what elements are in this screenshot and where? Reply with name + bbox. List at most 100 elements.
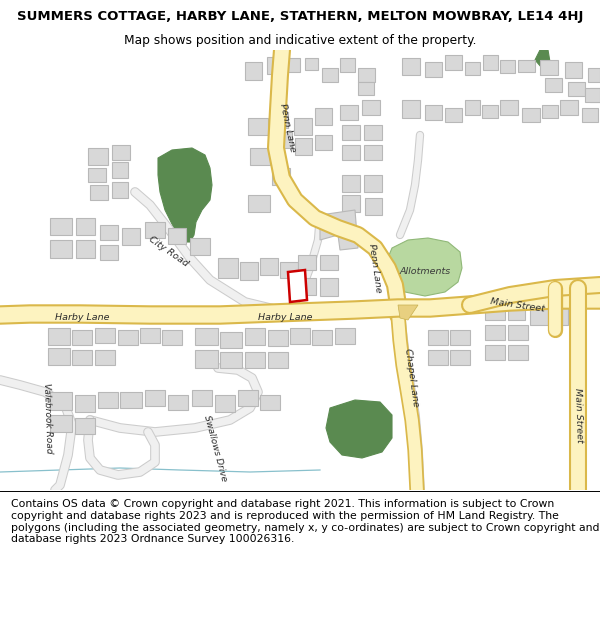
Polygon shape	[508, 305, 525, 320]
Polygon shape	[485, 345, 505, 360]
Polygon shape	[485, 305, 505, 320]
Polygon shape	[565, 62, 582, 78]
Polygon shape	[245, 352, 265, 368]
Text: Main Street: Main Street	[572, 388, 583, 442]
Polygon shape	[568, 82, 585, 96]
Polygon shape	[50, 392, 72, 410]
Polygon shape	[112, 145, 130, 160]
Polygon shape	[162, 330, 182, 345]
Text: Map shows position and indicative extent of the property.: Map shows position and indicative extent…	[124, 34, 476, 47]
Polygon shape	[75, 418, 95, 434]
Polygon shape	[248, 195, 270, 212]
Polygon shape	[590, 88, 600, 102]
Polygon shape	[50, 240, 72, 258]
Text: Penn Lane: Penn Lane	[278, 102, 298, 153]
Polygon shape	[365, 198, 382, 215]
Polygon shape	[76, 218, 95, 235]
Polygon shape	[100, 225, 118, 240]
Polygon shape	[122, 228, 140, 245]
Polygon shape	[48, 348, 70, 365]
Polygon shape	[340, 105, 358, 120]
Polygon shape	[290, 328, 310, 344]
Polygon shape	[362, 100, 380, 115]
Polygon shape	[315, 135, 332, 150]
Polygon shape	[88, 168, 106, 182]
Polygon shape	[48, 328, 70, 345]
Polygon shape	[88, 148, 108, 165]
Polygon shape	[560, 100, 578, 115]
Polygon shape	[288, 270, 307, 302]
Polygon shape	[428, 330, 448, 345]
Polygon shape	[342, 125, 360, 140]
Polygon shape	[335, 328, 355, 344]
Polygon shape	[522, 108, 540, 122]
Polygon shape	[305, 58, 318, 70]
Polygon shape	[50, 415, 72, 432]
Polygon shape	[72, 350, 92, 365]
Polygon shape	[482, 105, 498, 118]
Polygon shape	[192, 390, 212, 406]
Polygon shape	[450, 350, 470, 365]
Polygon shape	[248, 118, 268, 135]
Polygon shape	[322, 68, 338, 82]
Polygon shape	[280, 262, 298, 278]
Polygon shape	[95, 350, 115, 365]
Polygon shape	[98, 392, 118, 408]
Polygon shape	[358, 82, 374, 95]
Polygon shape	[220, 332, 242, 348]
Polygon shape	[508, 325, 528, 340]
Polygon shape	[364, 145, 382, 160]
Text: Swallows Drive: Swallows Drive	[202, 414, 228, 482]
Text: SUMMERS COTTAGE, HARBY LANE, STATHERN, MELTON MOWBRAY, LE14 4HJ: SUMMERS COTTAGE, HARBY LANE, STATHERN, M…	[17, 10, 583, 23]
Polygon shape	[190, 238, 210, 255]
Text: Main Street: Main Street	[490, 297, 546, 313]
Polygon shape	[358, 68, 375, 82]
Text: Valebrook Road: Valebrook Road	[42, 382, 54, 454]
Polygon shape	[402, 100, 420, 118]
Polygon shape	[500, 100, 518, 115]
Polygon shape	[582, 108, 598, 122]
Polygon shape	[267, 57, 282, 74]
Polygon shape	[342, 175, 360, 192]
Polygon shape	[268, 352, 288, 368]
Polygon shape	[112, 182, 128, 198]
Polygon shape	[465, 100, 480, 115]
Polygon shape	[450, 330, 470, 345]
Polygon shape	[298, 278, 316, 295]
Polygon shape	[588, 68, 600, 82]
Polygon shape	[260, 395, 280, 410]
Polygon shape	[342, 195, 360, 212]
Polygon shape	[168, 228, 186, 244]
Polygon shape	[72, 330, 92, 345]
Polygon shape	[320, 210, 358, 250]
Polygon shape	[508, 345, 528, 360]
Text: Allotments: Allotments	[400, 268, 451, 276]
Polygon shape	[385, 238, 462, 296]
Polygon shape	[320, 255, 338, 270]
Polygon shape	[425, 105, 442, 120]
Polygon shape	[140, 328, 160, 343]
Polygon shape	[218, 258, 238, 278]
Polygon shape	[295, 138, 312, 155]
Polygon shape	[445, 108, 462, 122]
Polygon shape	[312, 330, 332, 345]
Polygon shape	[120, 392, 142, 408]
Polygon shape	[158, 148, 212, 242]
Polygon shape	[518, 60, 535, 72]
Polygon shape	[542, 105, 558, 118]
Polygon shape	[112, 162, 128, 178]
Polygon shape	[364, 175, 382, 192]
Polygon shape	[545, 78, 562, 92]
Polygon shape	[195, 350, 218, 368]
Polygon shape	[315, 108, 332, 125]
Text: Contains OS data © Crown copyright and database right 2021. This information is : Contains OS data © Crown copyright and d…	[11, 499, 599, 544]
Polygon shape	[465, 62, 480, 75]
Polygon shape	[550, 308, 568, 325]
Polygon shape	[220, 352, 242, 368]
Polygon shape	[294, 118, 312, 135]
Text: Harby Lane: Harby Lane	[55, 314, 109, 322]
Polygon shape	[340, 58, 355, 72]
Polygon shape	[245, 328, 265, 345]
Polygon shape	[445, 55, 462, 70]
Text: Chapel Lane: Chapel Lane	[403, 348, 421, 408]
